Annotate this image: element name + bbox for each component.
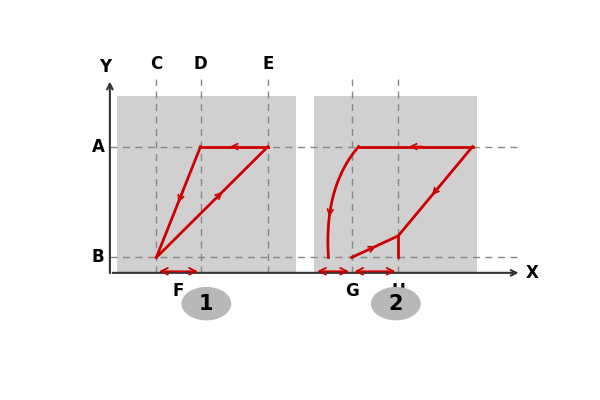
Text: D: D <box>194 55 208 73</box>
Bar <box>314 96 477 273</box>
Text: E: E <box>262 55 274 73</box>
Text: Y: Y <box>99 58 111 76</box>
Text: A: A <box>92 138 104 156</box>
Text: C: C <box>150 55 163 73</box>
Text: X: X <box>526 264 539 282</box>
Text: 2: 2 <box>389 294 403 314</box>
Text: 1: 1 <box>199 294 214 314</box>
Text: H: H <box>391 282 405 300</box>
Text: G: G <box>345 282 359 300</box>
Circle shape <box>182 288 230 320</box>
Text: F: F <box>173 282 184 300</box>
Bar <box>117 96 296 273</box>
Circle shape <box>371 288 420 320</box>
Text: B: B <box>92 248 104 266</box>
